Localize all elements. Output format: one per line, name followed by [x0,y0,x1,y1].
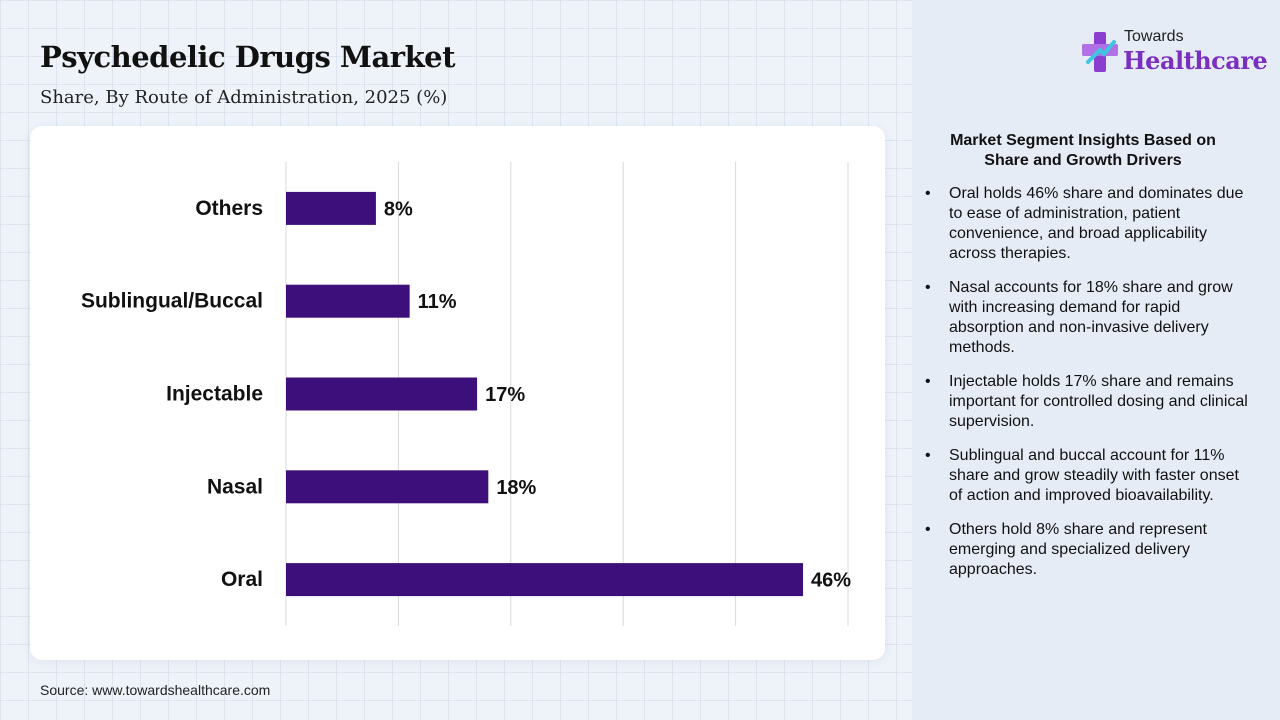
source-note: Source: www.towardshealthcare.com [40,682,271,698]
bar [286,284,410,318]
bullet-icon: • [925,447,931,464]
bullet-icon: • [925,373,931,390]
bullet-icon: • [925,279,931,296]
data-label: 17% [485,384,525,406]
data-label: 46% [811,570,851,592]
insights-list: • Oral holds 46% share and dominates due … [925,184,1255,594]
bullet-icon: • [925,185,931,202]
bar [286,470,489,504]
insights-title: Market Segment Insights Based on Share a… [950,132,1216,169]
category-label: Oral [221,568,263,591]
medical-cross-icon [1082,32,1118,72]
insight-item: • Nasal accounts for 18% share and grow w… [925,278,1255,358]
bar [286,563,804,597]
insight-text: Injectable holds 17% share and remains i… [949,373,1248,430]
insights-panel [912,0,1280,720]
bullet-icon: • [925,521,931,538]
chart-title: Psychedelic Drugs Market [40,40,456,74]
insight-item: • Sublingual and buccal account for 11% s… [925,446,1255,506]
chart-card: Others 8% Sublingual/Buccal 11% Injectable 17… [30,126,885,660]
insight-text: Others hold 8% share and represent emerg… [949,521,1207,578]
insight-item: • Injectable holds 17% share and remains … [925,372,1255,432]
bar-chart: Others 8% Sublingual/Buccal 11% Injectable 17… [81,162,851,626]
data-label: 18% [496,477,536,499]
logo-text-main: Healthcare [1123,46,1268,75]
insight-text: Oral holds 46% share and dominates due t… [949,185,1244,262]
category-label: Injectable [166,383,263,406]
data-label: 8% [384,198,413,220]
chart-subtitle: Share, By Route of Administration, 2025 … [40,87,448,108]
data-label: 11% [418,291,457,313]
insight-text: Nasal accounts for 18% share and grow wi… [949,279,1233,356]
category-label: Nasal [207,475,263,498]
category-label: Others [195,197,263,220]
category-label: Sublingual/Buccal [81,290,263,313]
brand-logo: Towards Healthcare [1080,28,1268,78]
insight-item: • Others hold 8% share and represent emer… [925,520,1255,580]
insight-item: • Oral holds 46% share and dominates due … [925,184,1255,264]
bar [286,191,376,225]
bar [286,377,478,411]
insight-text: Sublingual and buccal account for 11% sh… [949,447,1239,504]
logo-text-top: Towards [1124,28,1184,45]
